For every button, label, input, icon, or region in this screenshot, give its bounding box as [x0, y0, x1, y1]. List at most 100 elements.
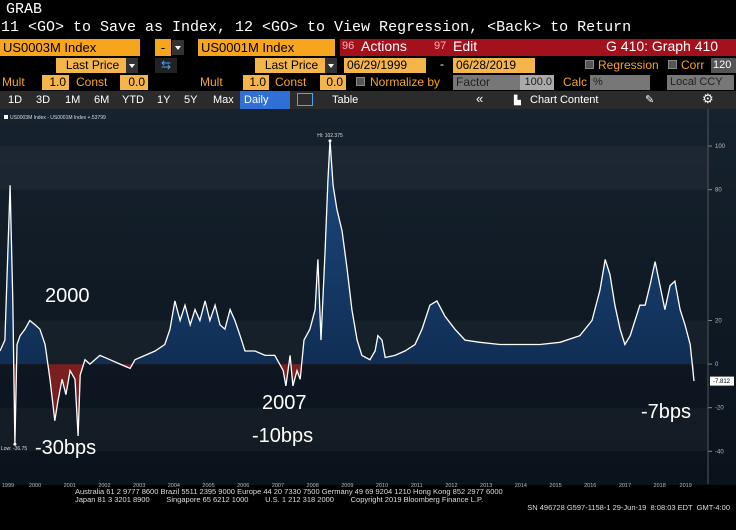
grab-title: GRAB	[6, 1, 43, 18]
start-date[interactable]: 06/29/1999	[344, 58, 426, 73]
annotation: 2007	[262, 392, 307, 414]
period-button[interactable]: 6M	[94, 94, 110, 106]
x-tick-label: 2002	[98, 483, 110, 489]
menu-number: 96	[342, 40, 355, 52]
footer-contacts: Australia 61 2 9777 8600 Brazil 5511 239…	[75, 487, 503, 496]
const-input[interactable]: 0.0	[120, 75, 148, 90]
y-tick-label: 0	[715, 362, 719, 368]
mult-input[interactable]: 1.0	[42, 75, 69, 90]
mult-input[interactable]: 1.0	[243, 75, 269, 90]
area-positive	[0, 140, 694, 365]
x-tick-label: 2013	[480, 483, 492, 489]
hi-label: Hi: 102.375	[317, 133, 343, 139]
low-label: Low: -36.75	[1, 446, 27, 452]
last-value-box	[710, 376, 734, 386]
collapse-button[interactable]: «	[476, 91, 484, 106]
chart-content-button[interactable]: Chart Content	[530, 94, 599, 106]
swap-button[interactable]: ⇆	[155, 58, 177, 73]
period-button[interactable]: 1D	[8, 94, 23, 106]
x-tick-label: 2000	[29, 483, 41, 489]
actions-menu[interactable]: Actions	[361, 38, 407, 54]
normalize-label: Normalize by	[370, 75, 441, 89]
factor-input[interactable]: 100.0	[520, 75, 554, 90]
y-tick-label: 20	[715, 318, 722, 324]
corr-checkbox[interactable]	[668, 60, 677, 69]
end-date[interactable]: 06/28/2019	[453, 58, 535, 73]
const-input[interactable]: 0.0	[320, 75, 346, 90]
graph-id: G 410: Graph 410	[606, 38, 719, 54]
x-tick-label: 2007	[272, 483, 284, 489]
factor-select[interactable]: Factor	[453, 75, 520, 90]
corr-input[interactable]: 120	[711, 58, 736, 73]
footer-contacts: Japan 81 3 3201 8900 Singapore 65 6212 1…	[75, 495, 484, 504]
ticker-input[interactable]: US0003M Index	[0, 39, 140, 56]
field-select[interactable]: Last Price	[255, 58, 325, 73]
x-tick-label: 2010	[376, 483, 388, 489]
corr-label: Corr	[681, 58, 705, 72]
y-tick-label: 80	[715, 188, 722, 194]
x-tick-label: 2019	[680, 483, 692, 489]
menu-bar	[340, 39, 736, 56]
calc-select[interactable]: %	[590, 75, 650, 90]
currency-select[interactable]: Local CCY	[667, 75, 734, 90]
chart-toolbar: 1D 3D 1M 6M YTD 1Y 5Y Max	[0, 91, 736, 109]
field-dropdown[interactable]	[325, 58, 337, 73]
regression-checkbox[interactable]	[585, 60, 594, 69]
period-button[interactable]: YTD	[122, 94, 144, 106]
const-label: Const	[76, 75, 108, 89]
regression-label: Regression	[598, 58, 659, 72]
field-select[interactable]: Last Price	[56, 58, 126, 73]
x-tick-label: 2006	[237, 483, 249, 489]
x-tick-label: 2014	[515, 483, 527, 489]
mult-label: Mult	[200, 75, 223, 89]
const-label: Const	[275, 75, 307, 89]
annotate-button[interactable]: ✎	[645, 94, 655, 106]
annotation: -10bps	[252, 425, 313, 447]
x-tick-label: 2001	[64, 483, 76, 489]
chart-style-button[interactable]	[297, 93, 313, 106]
command-hint: 11 <GO> to Save as Index, 12 <GO> to Vie…	[1, 19, 632, 36]
y-tick-label: -40	[715, 449, 724, 455]
low-marker	[13, 442, 17, 446]
table-button[interactable]: Table	[332, 94, 359, 106]
date-separator: -	[440, 57, 444, 71]
y-tick-label: 100	[715, 144, 726, 150]
mult-label: Mult	[2, 75, 25, 89]
x-tick-label: 2003	[133, 483, 145, 489]
annotation: -7bps	[641, 401, 691, 423]
operator-dropdown[interactable]	[172, 40, 184, 55]
x-tick-label: 2012	[445, 483, 457, 489]
period-button[interactable]: 5Y	[184, 94, 198, 106]
last-value-label: -7.812	[713, 379, 731, 385]
series-line	[0, 140, 695, 445]
x-tick-label: 2018	[654, 483, 666, 489]
period-button[interactable]: 3D	[36, 94, 51, 106]
x-tick-label: 2017	[619, 483, 631, 489]
legend-swatch	[4, 115, 8, 119]
x-tick-label: 2016	[584, 483, 596, 489]
field-dropdown[interactable]	[126, 58, 138, 73]
edit-menu[interactable]: Edit	[453, 38, 478, 54]
x-tick-label: 2004	[168, 483, 180, 489]
operator-input[interactable]: -	[155, 39, 171, 56]
hi-marker	[328, 139, 332, 143]
settings-button[interactable]: ⚙	[702, 91, 714, 106]
grid-band	[0, 408, 708, 452]
annotation: -30bps	[35, 437, 96, 459]
period-button[interactable]: Max	[213, 94, 234, 106]
x-tick-label: 2008	[307, 483, 319, 489]
period-button[interactable]: 1M	[65, 94, 81, 106]
normalize-checkbox[interactable]	[356, 77, 365, 86]
chart: 100 80 20 0 -20 -40 1999 2000 2001 2002 2003 2004 20…	[0, 109, 736, 489]
x-tick-label: 2015	[549, 483, 561, 489]
y-tick-label: -20	[715, 406, 724, 412]
frequency-select[interactable]: Daily	[240, 91, 290, 109]
menu-number: 97	[434, 40, 447, 52]
period-button[interactable]: 1Y	[157, 94, 171, 106]
chart-content-icon: ▙	[514, 95, 521, 105]
annotation: 2000	[45, 285, 90, 307]
ticker-input[interactable]: US0001M Index	[198, 39, 335, 56]
calc-label: Calc	[563, 75, 588, 89]
legend-label: US0003M Index - US0001M Index +.53799	[10, 115, 106, 121]
